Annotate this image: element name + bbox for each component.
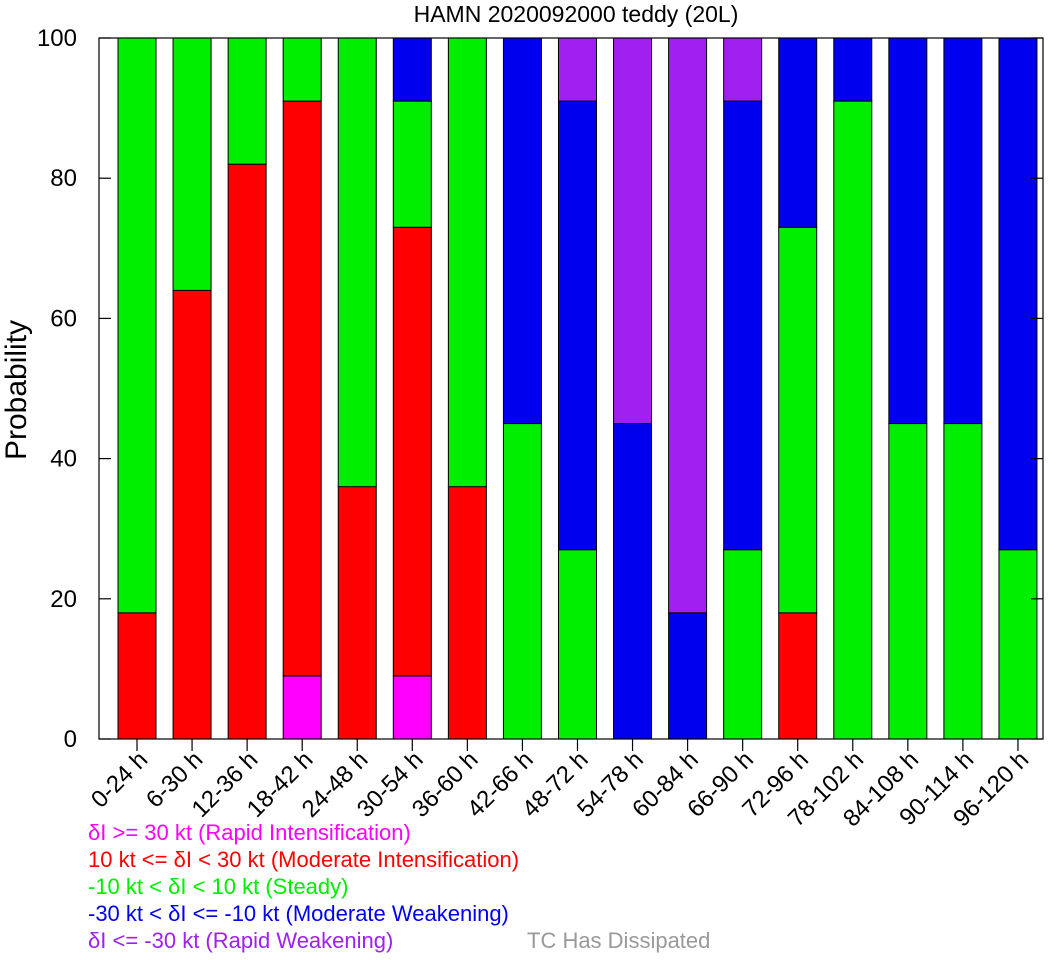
y-ticks-group: 0 20 40 60 80 100 <box>37 25 1043 753</box>
y-tick-label: 60 <box>50 305 77 332</box>
bar-segment-2-cat-2 <box>172 289 212 740</box>
bar-segment-4-cat-10 <box>613 423 653 740</box>
bar-segment-2-cat-7 <box>447 486 487 740</box>
bar-segment-3-cat-16 <box>943 423 983 740</box>
bar-segment-4-cat-8 <box>502 37 542 425</box>
bar-segment-2-cat-13 <box>778 612 818 740</box>
bar-segment-5-cat-12 <box>723 37 763 102</box>
bar-segment-3-cat-3 <box>227 37 267 165</box>
bar-segment-4-cat-12 <box>723 100 763 551</box>
y-tick-label: 40 <box>50 446 77 473</box>
bar-segment-4-cat-17 <box>998 37 1038 551</box>
bar-segment-4-cat-16 <box>943 37 983 425</box>
bars-group <box>117 37 1038 740</box>
legend-item-steady: -10 kt < δI < 10 kt (Steady) <box>88 874 349 899</box>
chart-title: HAMN 2020092000 teddy (20L) <box>414 1 739 27</box>
bar-segment-1-cat-6 <box>392 675 432 740</box>
bar-segment-3-cat-15 <box>888 423 928 740</box>
bar-segment-3-cat-4 <box>282 37 322 102</box>
legend-item-dissipated: TC Has Dissipated <box>527 928 711 953</box>
bar-segment-3-cat-13 <box>778 226 818 614</box>
bar-segment-3-cat-6 <box>392 100 432 228</box>
legend: δI >= 30 kt (Rapid Intensification) 10 k… <box>88 819 519 954</box>
bar-segment-3-cat-5 <box>337 37 377 488</box>
bar-segment-2-cat-1 <box>117 612 157 740</box>
legend-item-moderate-weakening: -30 kt < δI <= -10 kt (Moderate Weakenin… <box>88 901 509 926</box>
bar-segment-2-cat-3 <box>227 163 267 740</box>
legend-item-rapid-weakening: δI <= -30 kt (Rapid Weakening) <box>88 928 394 953</box>
bar-segment-4-cat-11 <box>668 612 708 740</box>
axes-group <box>98 37 1044 740</box>
bar-segment-4-cat-14 <box>833 37 873 102</box>
bar-segment-3-cat-9 <box>557 549 597 740</box>
bar-segment-5-cat-10 <box>613 37 653 425</box>
legend-item-rapid-intensification: δI >= 30 kt (Rapid Intensification) <box>88 820 411 845</box>
bar-segment-2-cat-4 <box>282 100 322 677</box>
bar-segment-5-cat-9 <box>557 37 597 102</box>
bar-segment-4-cat-9 <box>557 100 597 551</box>
bar-segment-3-cat-1 <box>117 37 157 614</box>
x-tick-label: 0-24 h <box>86 746 153 813</box>
bar-segment-4-cat-13 <box>778 37 818 228</box>
bar-segment-3-cat-12 <box>723 549 763 740</box>
bar-segment-3-cat-2 <box>172 37 212 291</box>
y-tick-label: 80 <box>50 165 77 192</box>
bar-segment-2-cat-5 <box>337 486 377 740</box>
y-tick-label: 0 <box>64 726 77 753</box>
bar-segment-4-cat-15 <box>888 37 928 425</box>
y-tick-label: 100 <box>37 25 77 52</box>
bar-segment-4-cat-6 <box>392 37 432 102</box>
bar-segment-3-cat-17 <box>998 549 1038 740</box>
y-axis-label: Probability <box>0 320 33 460</box>
bar-segment-3-cat-8 <box>502 423 542 740</box>
bar-segment-3-cat-7 <box>447 37 487 488</box>
plot-frame <box>98 37 1044 740</box>
legend-item-moderate-intensification: 10 kt <= δI < 30 kt (Moderate Intensific… <box>88 847 520 872</box>
y-tick-label: 20 <box>50 586 77 613</box>
bar-segment-5-cat-11 <box>668 37 708 614</box>
bar-segment-3-cat-14 <box>833 100 873 740</box>
bar-segment-1-cat-4 <box>282 675 322 740</box>
bar-segment-2-cat-6 <box>392 226 432 677</box>
